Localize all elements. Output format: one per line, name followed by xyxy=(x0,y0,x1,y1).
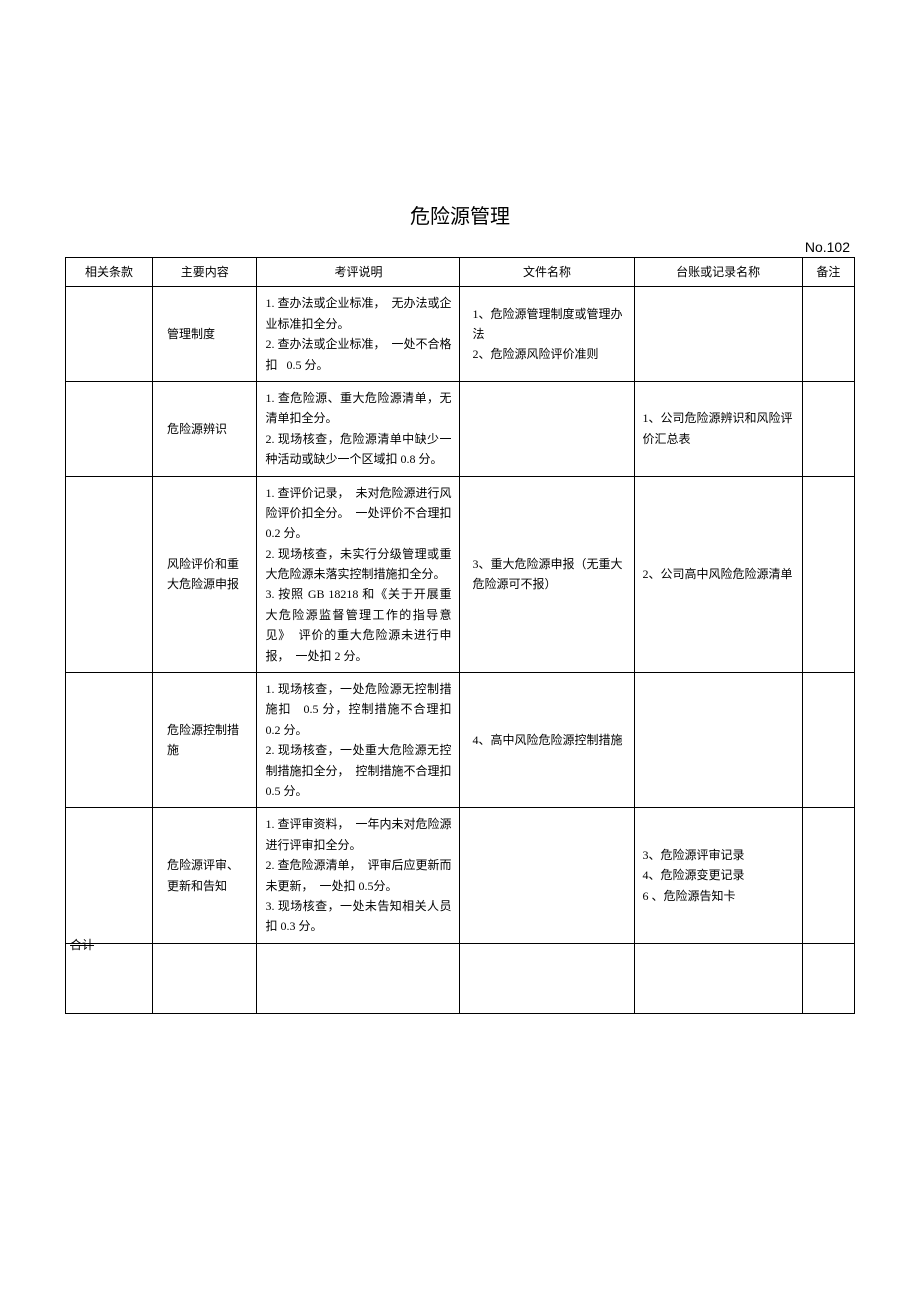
cell-total-label: 合计 xyxy=(66,943,153,1013)
cell-evaluation: 1. 现场核查，一处危险源无控制措施扣 0.5 分，控制措施不合理扣 0.2 分… xyxy=(257,673,460,808)
cell-empty xyxy=(257,943,460,1013)
table-row: 管理制度 1. 查办法或企业标准， 无办法或企业标准扣全分。 2. 查办法或企业… xyxy=(66,287,855,382)
cell-evaluation: 1. 查评价记录， 未对危险源进行风险评价扣全分。 一处评价不合理扣 0.2 分… xyxy=(257,476,460,673)
cell-note xyxy=(802,673,854,808)
total-label-text: 合计 xyxy=(70,935,94,955)
table-row: 风险评价和重大危险源申报 1. 查评价记录， 未对危险源进行风险评价扣全分。 一… xyxy=(66,476,855,673)
doc-number: No.102 xyxy=(65,239,855,255)
cell-clause xyxy=(66,287,153,382)
hazard-table: 相关条款 主要内容 考评说明 文件名称 台账或记录名称 备注 管理制度 1. 查… xyxy=(65,257,855,1014)
header-ledger: 台账或记录名称 xyxy=(634,258,802,287)
cell-empty xyxy=(802,943,854,1013)
header-note: 备注 xyxy=(802,258,854,287)
cell-note xyxy=(802,381,854,476)
table-header-row: 相关条款 主要内容 考评说明 文件名称 台账或记录名称 备注 xyxy=(66,258,855,287)
cell-empty xyxy=(634,943,802,1013)
cell-clause xyxy=(66,476,153,673)
cell-content: 危险源控制措施 xyxy=(153,673,257,808)
cell-evaluation: 1. 查评审资料， 一年内未对危险源进行评审扣全分。 2. 查危险源清单， 评审… xyxy=(257,808,460,943)
cell-ledger: 1、公司危险源辨识和风险评价汇总表 xyxy=(634,381,802,476)
cell-file: 3、重大危险源申报（无重大危险源可不报） xyxy=(460,476,634,673)
table-total-row: 合计 xyxy=(66,943,855,1013)
page-title: 危险源管理 xyxy=(65,200,855,229)
cell-clause xyxy=(66,673,153,808)
cell-file: 1、危险源管理制度或管理办法 2、危险源风险评价准则 xyxy=(460,287,634,382)
header-clause: 相关条款 xyxy=(66,258,153,287)
cell-file xyxy=(460,381,634,476)
cell-evaluation: 1. 查办法或企业标准， 无办法或企业标准扣全分。 2. 查办法或企业标准， 一… xyxy=(257,287,460,382)
cell-content: 危险源评审、 更新和告知 xyxy=(153,808,257,943)
cell-ledger xyxy=(634,673,802,808)
table-row: 危险源辨识 1. 查危险源、重大危险源清单，无清单扣全分。 2. 现场核查，危险… xyxy=(66,381,855,476)
cell-ledger: 2、公司高中风险危险源清单 xyxy=(634,476,802,673)
cell-note xyxy=(802,476,854,673)
cell-file xyxy=(460,808,634,943)
table-row: 危险源控制措施 1. 现场核查，一处危险源无控制措施扣 0.5 分，控制措施不合… xyxy=(66,673,855,808)
cell-ledger: 3、危险源评审记录 4、危险源变更记录 6 、危险源告知卡 xyxy=(634,808,802,943)
cell-content: 风险评价和重大危险源申报 xyxy=(153,476,257,673)
header-content: 主要内容 xyxy=(153,258,257,287)
cell-clause xyxy=(66,381,153,476)
cell-evaluation: 1. 查危险源、重大危险源清单，无清单扣全分。 2. 现场核查，危险源清单中缺少… xyxy=(257,381,460,476)
header-file: 文件名称 xyxy=(460,258,634,287)
cell-file: 4、高中风险危险源控制措施 xyxy=(460,673,634,808)
cell-clause xyxy=(66,808,153,943)
table-row: 危险源评审、 更新和告知 1. 查评审资料， 一年内未对危险源进行评审扣全分。 … xyxy=(66,808,855,943)
cell-empty xyxy=(153,943,257,1013)
cell-content: 管理制度 xyxy=(153,287,257,382)
cell-note xyxy=(802,287,854,382)
header-evaluation: 考评说明 xyxy=(257,258,460,287)
cell-ledger xyxy=(634,287,802,382)
cell-empty xyxy=(460,943,634,1013)
cell-content: 危险源辨识 xyxy=(153,381,257,476)
cell-note xyxy=(802,808,854,943)
